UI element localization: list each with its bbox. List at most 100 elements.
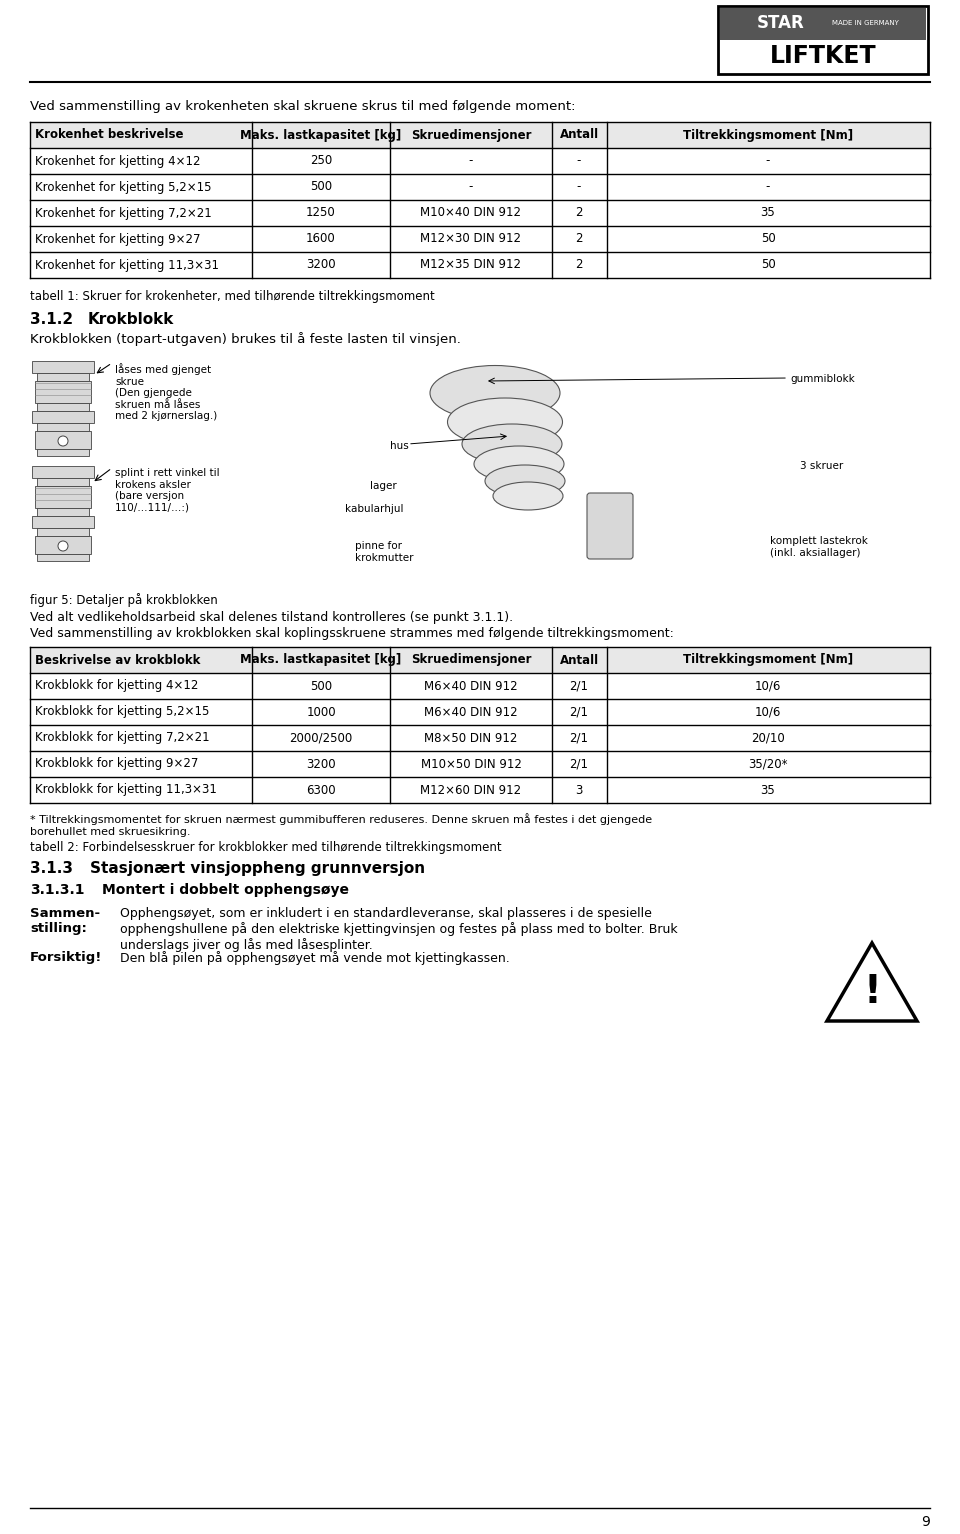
Text: 1250: 1250 (306, 207, 336, 219)
Text: -: - (766, 181, 770, 193)
Text: M10×50 DIN 912: M10×50 DIN 912 (420, 758, 521, 770)
Text: Skruedimensjoner: Skruedimensjoner (411, 129, 531, 141)
Text: Antall: Antall (560, 653, 599, 666)
Circle shape (58, 542, 68, 551)
Text: 35: 35 (760, 784, 776, 796)
Text: 50: 50 (760, 259, 776, 272)
Ellipse shape (485, 465, 565, 497)
Text: 2/1: 2/1 (569, 706, 588, 718)
Bar (35, 535, 91, 554)
Text: M12×60 DIN 912: M12×60 DIN 912 (420, 784, 521, 796)
Text: Krokenhet for kjetting 11,3×31: Krokenhet for kjetting 11,3×31 (35, 259, 219, 272)
Polygon shape (827, 943, 917, 1022)
Text: 3.1.2: 3.1.2 (30, 311, 73, 327)
Text: Krokblokk for kjetting 5,2×15: Krokblokk for kjetting 5,2×15 (35, 706, 209, 718)
Text: Ved sammenstilling av krokblokken skal koplingsskruene strammes med følgende til: Ved sammenstilling av krokblokken skal k… (30, 627, 674, 640)
Bar (30, 647, 930, 673)
Text: 2: 2 (575, 259, 583, 272)
Text: 250: 250 (310, 155, 332, 167)
Ellipse shape (493, 482, 563, 509)
Text: Krokblokk: Krokblokk (88, 311, 175, 327)
Text: lager: lager (370, 482, 396, 491)
Text: Krokblokk for kjetting 11,3×31: Krokblokk for kjetting 11,3×31 (35, 784, 217, 796)
Text: Krokenhet beskrivelse: Krokenhet beskrivelse (35, 129, 183, 141)
Text: figur 5: Detaljer på krokblokken: figur 5: Detaljer på krokblokken (30, 594, 218, 607)
Text: Maks. lastkapasitet [kg]: Maks. lastkapasitet [kg] (240, 129, 401, 141)
Text: M6×40 DIN 912: M6×40 DIN 912 (424, 680, 517, 692)
Bar (37, 554, 89, 561)
Text: Krokblokk for kjetting 7,2×21: Krokblokk for kjetting 7,2×21 (35, 732, 209, 744)
Text: 3.1.3.1: 3.1.3.1 (30, 884, 84, 897)
Text: 2000/2500: 2000/2500 (289, 732, 352, 744)
Text: 2: 2 (575, 233, 583, 245)
Text: 500: 500 (310, 680, 332, 692)
Text: 35: 35 (760, 207, 776, 219)
Text: 10/6: 10/6 (755, 680, 781, 692)
Bar (37, 508, 89, 515)
Text: Forsiktig!: Forsiktig! (30, 951, 103, 963)
Text: 35/20*: 35/20* (748, 758, 788, 770)
Text: 2/1: 2/1 (569, 732, 588, 744)
Bar (37, 373, 89, 380)
Text: -: - (468, 181, 473, 193)
Text: M12×30 DIN 912: M12×30 DIN 912 (420, 233, 521, 245)
Text: 9: 9 (922, 1516, 930, 1529)
Bar (32, 466, 94, 479)
Text: Den blå pilen på opphengsøyet må vende mot kjettingkassen.: Den blå pilen på opphengsøyet må vende m… (120, 951, 510, 965)
Text: -: - (468, 155, 473, 167)
Text: Maks. lastkapasitet [kg]: Maks. lastkapasitet [kg] (240, 653, 401, 666)
Bar (720, 8, 926, 40)
Text: -: - (577, 155, 581, 167)
Text: Krokenhet for kjetting 7,2×21: Krokenhet for kjetting 7,2×21 (35, 207, 212, 219)
Text: !: ! (863, 974, 881, 1011)
Text: 1000: 1000 (306, 706, 336, 718)
Text: Krokenhet for kjetting 4×12: Krokenhet for kjetting 4×12 (35, 155, 201, 167)
Bar (35, 486, 91, 508)
Text: Beskrivelse av krokblokk: Beskrivelse av krokblokk (35, 653, 201, 666)
Bar (37, 528, 89, 535)
Text: Antall: Antall (560, 129, 599, 141)
Text: Krokenhet for kjetting 5,2×15: Krokenhet for kjetting 5,2×15 (35, 181, 211, 193)
Text: M8×50 DIN 912: M8×50 DIN 912 (424, 732, 517, 744)
Text: 3 skruer: 3 skruer (800, 462, 843, 471)
Ellipse shape (462, 423, 562, 463)
Text: STAR: STAR (757, 14, 804, 32)
Text: LIFTKET: LIFTKET (770, 43, 876, 67)
Text: M10×40 DIN 912: M10×40 DIN 912 (420, 207, 521, 219)
Ellipse shape (447, 397, 563, 446)
Text: tabell 1: Skruer for krokenheter, med tilhørende tiltrekkingsmoment: tabell 1: Skruer for krokenheter, med ti… (30, 290, 435, 304)
Bar (37, 403, 89, 411)
Text: 3200: 3200 (306, 758, 336, 770)
Text: Skruedimensjoner: Skruedimensjoner (411, 653, 531, 666)
Bar (37, 479, 89, 486)
Circle shape (58, 436, 68, 446)
Ellipse shape (430, 365, 560, 420)
Text: 3.1.3: 3.1.3 (30, 861, 73, 876)
FancyBboxPatch shape (587, 492, 633, 558)
Text: 10/6: 10/6 (755, 706, 781, 718)
Text: 6300: 6300 (306, 784, 336, 796)
Bar (35, 380, 91, 403)
Text: MADE IN GERMANY: MADE IN GERMANY (831, 20, 899, 26)
Text: M12×35 DIN 912: M12×35 DIN 912 (420, 259, 521, 272)
Bar (32, 411, 94, 423)
Text: 50: 50 (760, 233, 776, 245)
Bar (718, 6, 928, 74)
Text: Montert i dobbelt opphengsøye: Montert i dobbelt opphengsøye (102, 884, 349, 897)
Bar (32, 360, 94, 373)
Bar (37, 423, 89, 431)
Text: 20/10: 20/10 (751, 732, 785, 744)
Text: låses med gjenget
skrue
(Den gjengede
skruen må låses
med 2 kjørnerslag.): låses med gjenget skrue (Den gjengede sk… (115, 364, 217, 422)
Text: pinne for
krokmutter: pinne for krokmutter (355, 542, 414, 563)
Text: hus: hus (390, 440, 409, 451)
Ellipse shape (474, 446, 564, 482)
Text: Stasjonært vinsjoppheng grunnversjon: Stasjonært vinsjoppheng grunnversjon (90, 861, 425, 876)
Bar (32, 515, 94, 528)
Text: 1600: 1600 (306, 233, 336, 245)
Bar (35, 431, 91, 449)
Text: 2/1: 2/1 (569, 758, 588, 770)
Text: Ved alt vedlikeholdsarbeid skal delenes tilstand kontrolleres (se punkt 3.1.1).: Ved alt vedlikeholdsarbeid skal delenes … (30, 611, 514, 624)
Text: Krokblokk for kjetting 4×12: Krokblokk for kjetting 4×12 (35, 680, 199, 692)
Text: 500: 500 (310, 181, 332, 193)
Text: Sammen-
stilling:: Sammen- stilling: (30, 907, 100, 936)
